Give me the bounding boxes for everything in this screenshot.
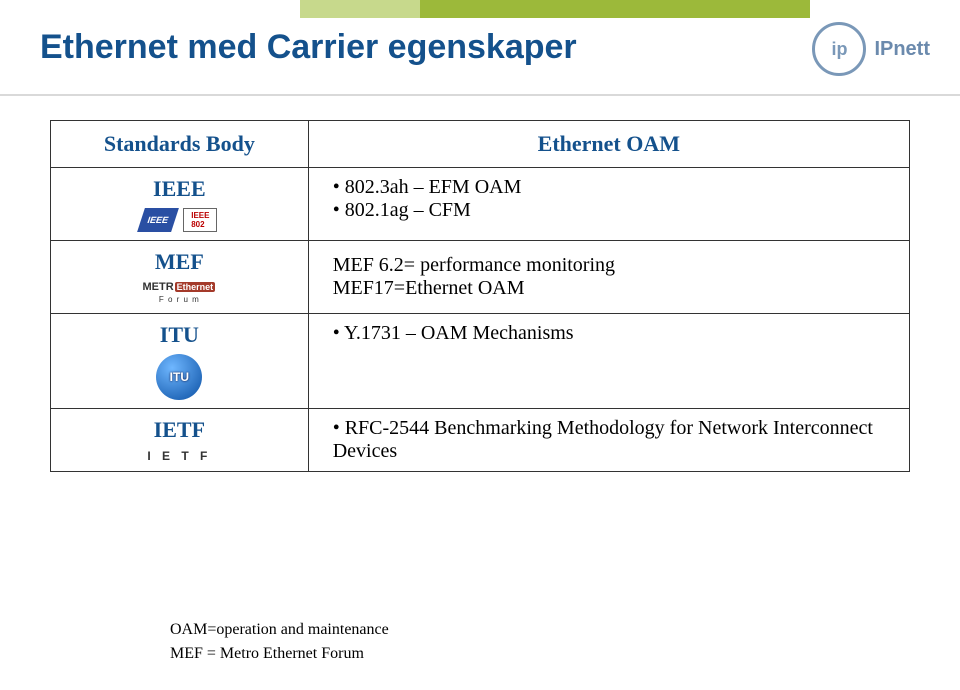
slide: ip IPnett Ethernet med Carrier egenskape… [0, 0, 960, 690]
body-label-itu: ITU [65, 322, 294, 348]
list-item: Y.1731 – OAM Mechanisms [333, 322, 895, 345]
ieee-logo-icon: IEEE [137, 208, 179, 232]
cell-oam-itu: Y.1731 – OAM Mechanisms [308, 314, 909, 409]
header-underline [0, 94, 960, 96]
table-header-row: Standards Body Ethernet OAM [51, 121, 910, 168]
th-ethernet-oam: Ethernet OAM [308, 121, 909, 168]
cell-body-itu: ITU [51, 314, 309, 409]
header-stripe [420, 0, 810, 18]
cell-body-ietf: IETF I E T F [51, 409, 309, 472]
brand-logo: ip IPnett [812, 22, 930, 76]
body-label-ieee: IEEE [65, 176, 294, 202]
cell-oam-ieee: 802.3ah – EFM OAM 802.1ag – CFM [308, 168, 909, 241]
list-item: MEF17=Ethernet OAM [333, 277, 895, 300]
ietf-logo-icon: I E T F [65, 449, 294, 463]
th-standards-body: Standards Body [51, 121, 309, 168]
brand-logo-mark: ip [812, 22, 866, 76]
page-title: Ethernet med Carrier egenskaper [40, 28, 577, 67]
standards-table: Standards Body Ethernet OAM IEEE IEEE IE… [50, 120, 910, 472]
list-item: 802.3ah – EFM OAM [333, 176, 895, 199]
table-row: IETF I E T F RFC-2544 Benchmarking Metho… [51, 409, 910, 472]
body-label-mef: MEF [65, 249, 294, 275]
cell-body-mef: MEF METREthernetF o r u m [51, 241, 309, 314]
table-row: ITU Y.1731 – OAM Mechanisms [51, 314, 910, 409]
itu-logo-icon [156, 354, 202, 400]
footnotes: OAM=operation and maintenance MEF = Metr… [170, 618, 389, 666]
list-item: RFC-2544 Benchmarking Methodology for Ne… [333, 417, 895, 463]
content: Standards Body Ethernet OAM IEEE IEEE IE… [50, 120, 910, 472]
list-item: 802.1ag – CFM [333, 199, 895, 222]
footnote: OAM=operation and maintenance [170, 618, 389, 642]
ieee802-logo-icon: IEEE802 [183, 208, 217, 232]
cell-oam-mef: MEF 6.2= performance monitoring MEF17=Et… [308, 241, 909, 314]
cell-body-ieee: IEEE IEEE IEEE802 [51, 168, 309, 241]
brand-logo-text: IPnett [874, 38, 930, 61]
metro-ethernet-logo-icon: METREthernetF o r u m [65, 281, 294, 305]
body-label-ietf: IETF [65, 417, 294, 443]
cell-oam-ietf: RFC-2544 Benchmarking Methodology for Ne… [308, 409, 909, 472]
logos-ieee: IEEE IEEE802 [65, 208, 294, 232]
footnote: MEF = Metro Ethernet Forum [170, 642, 389, 666]
table-row: IEEE IEEE IEEE802 802.3ah – EFM OAM 802.… [51, 168, 910, 241]
header-stripe-light [300, 0, 420, 18]
table-row: MEF METREthernetF o r u m MEF 6.2= perfo… [51, 241, 910, 314]
list-item: MEF 6.2= performance monitoring [333, 254, 895, 277]
